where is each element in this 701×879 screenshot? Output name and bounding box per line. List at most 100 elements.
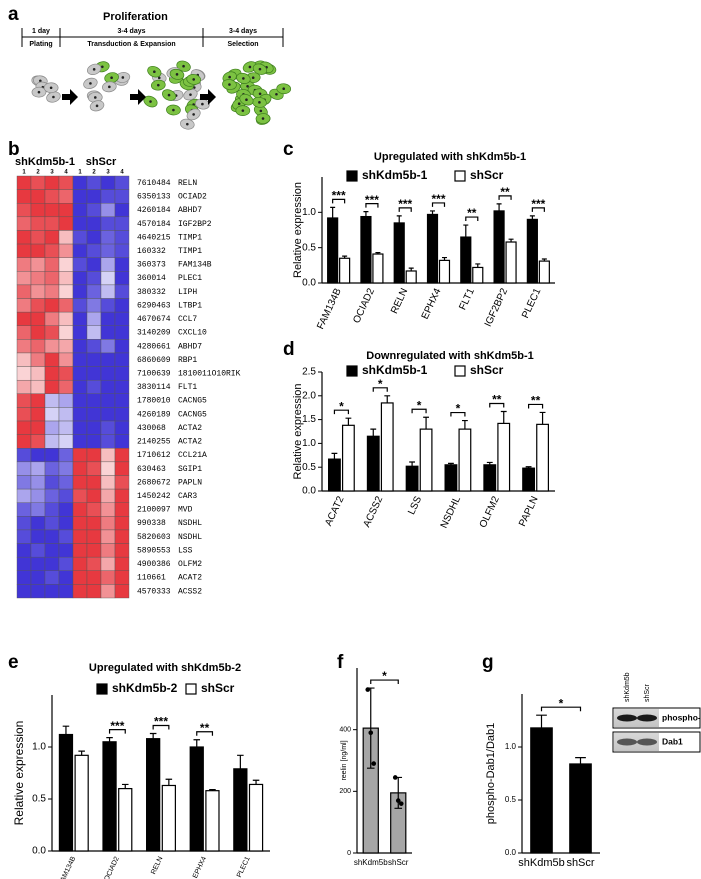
cell-nucleus: [157, 76, 161, 80]
bar: [161, 784, 176, 852]
significance-bracket: [465, 216, 479, 222]
heatmap-cell: [114, 379, 130, 395]
heatmap-cell: [114, 175, 130, 190]
error-bar: [496, 203, 502, 211]
row-gene: ACTA2: [178, 424, 202, 433]
heatmap-cell: [114, 230, 130, 245]
heatmap-cell: [44, 311, 60, 326]
row-id: 360014: [137, 274, 166, 283]
row-id: 6350133: [137, 193, 171, 202]
heatmap-cell: [44, 516, 60, 531]
heatmap-cell: [114, 243, 130, 258]
heatmap-cell: [44, 584, 60, 599]
schematic-title: Proliferation: [103, 11, 168, 23]
bar: [419, 428, 433, 492]
stage-duration: 3-4 days: [117, 28, 145, 35]
heatmap-cell: [72, 461, 88, 476]
heatmap-cell: [30, 366, 46, 381]
row-gene: ACTA2: [178, 438, 202, 447]
heatmap-cell: [58, 570, 74, 585]
bar: [372, 253, 384, 284]
panel-label: g: [482, 652, 494, 673]
significance-label: *: [559, 696, 564, 710]
heatmap-cell: [16, 461, 32, 476]
heatmap-cell: [86, 475, 102, 490]
row-id: 4570184: [137, 220, 171, 229]
heatmap-cell: [30, 243, 46, 258]
heatmap-cell: [86, 584, 102, 599]
cell-nucleus: [258, 92, 262, 96]
lane-label: shKdm5b: [624, 672, 631, 702]
y-tick-label: 200: [339, 788, 351, 795]
heatmap-cell: [114, 475, 130, 490]
error-bar: [363, 211, 369, 217]
heatmap-cell: [58, 475, 74, 490]
panel-label: d: [283, 339, 295, 360]
heatmap-cell: [58, 584, 74, 599]
significance-label: *: [378, 377, 383, 391]
heatmap-cell: [100, 488, 116, 503]
heatmap-cell: [16, 543, 32, 558]
column-label: 3: [106, 170, 110, 176]
heatmap-cell: [72, 298, 88, 313]
cell-nucleus: [93, 96, 97, 99]
heatmap-cell: [72, 448, 88, 463]
y-axis-label: reelin [ng/ml]: [341, 740, 348, 780]
heatmap-cell: [72, 352, 88, 367]
heatmap-cell: [44, 379, 60, 395]
error-bar: [252, 779, 260, 785]
heatmap-cell: [114, 529, 130, 544]
heatmap-cell: [58, 407, 74, 422]
error-bar: [575, 757, 586, 764]
heatmap-cell: [114, 407, 130, 422]
heatmap-cell: [44, 216, 60, 231]
heatmap-cell: [44, 420, 60, 435]
heatmap-cell: [58, 448, 74, 463]
significance-label: **: [500, 185, 510, 199]
heatmap-cell: [30, 407, 46, 422]
heatmap-cell: [86, 284, 102, 299]
heatmap-cell: [30, 257, 46, 272]
heatmap-cell: [58, 556, 74, 571]
row-id: 4640215: [137, 233, 171, 242]
panel-label: b: [8, 139, 20, 160]
row-gene: SGIP1: [178, 465, 202, 474]
row-gene: NSDHL: [178, 533, 202, 542]
heatmap-cell: [86, 448, 102, 463]
bar: [74, 754, 89, 852]
heatmap-cell: [58, 216, 74, 231]
heatmap-cell: [86, 420, 102, 435]
heatmap-cell: [44, 461, 60, 476]
error-bar: [463, 224, 469, 238]
heatmap-cell: [16, 325, 32, 340]
bar: [526, 218, 538, 284]
bar: [522, 467, 536, 492]
significance-label: ***: [431, 192, 445, 206]
arrow: [200, 89, 216, 105]
heatmap-cell: [16, 216, 32, 231]
legend-swatch: [346, 170, 358, 182]
heatmap-cell: [72, 284, 88, 299]
x-tick-label: OCIAD2: [351, 286, 377, 325]
cell-nucleus: [37, 90, 41, 94]
cell-nucleus: [189, 93, 192, 96]
heatmap-cell: [72, 556, 88, 571]
heatmap-cell: [86, 379, 102, 395]
significance-bracket: [531, 207, 545, 212]
error-bar: [541, 258, 547, 262]
heatmap-cell: [100, 475, 116, 490]
data-point: [395, 798, 401, 803]
row-gene: ACSS2: [178, 587, 202, 596]
heatmap-cell: [72, 584, 88, 599]
heatmap-cell: [86, 175, 102, 190]
heatmap-cell: [16, 366, 32, 381]
row-gene: OLFM2: [178, 560, 202, 569]
heatmap-cell: [58, 257, 74, 272]
heatmap-cell: [86, 203, 102, 218]
bar: [505, 241, 517, 284]
arrow: [62, 89, 78, 105]
heatmap-cell: [30, 311, 46, 326]
heatmap-cell: [16, 488, 32, 503]
heatmap-cell: [100, 366, 116, 381]
error-bar: [423, 416, 429, 430]
